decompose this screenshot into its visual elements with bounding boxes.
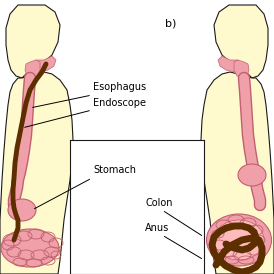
Text: Anus: Anus (145, 223, 169, 233)
Polygon shape (214, 5, 268, 78)
Polygon shape (25, 60, 40, 78)
Ellipse shape (238, 164, 266, 186)
Text: Endoscope: Endoscope (93, 98, 146, 108)
Polygon shape (70, 140, 204, 274)
Polygon shape (6, 5, 60, 78)
Text: Esophagus: Esophagus (93, 82, 146, 92)
Text: b): b) (165, 18, 176, 28)
Polygon shape (0, 72, 73, 274)
Text: Colon: Colon (145, 198, 173, 208)
Ellipse shape (8, 199, 36, 221)
Ellipse shape (207, 214, 272, 266)
Polygon shape (32, 56, 56, 72)
Polygon shape (201, 72, 274, 274)
Polygon shape (234, 60, 249, 78)
Polygon shape (218, 56, 242, 72)
Ellipse shape (214, 220, 264, 260)
Text: Stomach: Stomach (93, 165, 136, 175)
Ellipse shape (1, 229, 59, 267)
